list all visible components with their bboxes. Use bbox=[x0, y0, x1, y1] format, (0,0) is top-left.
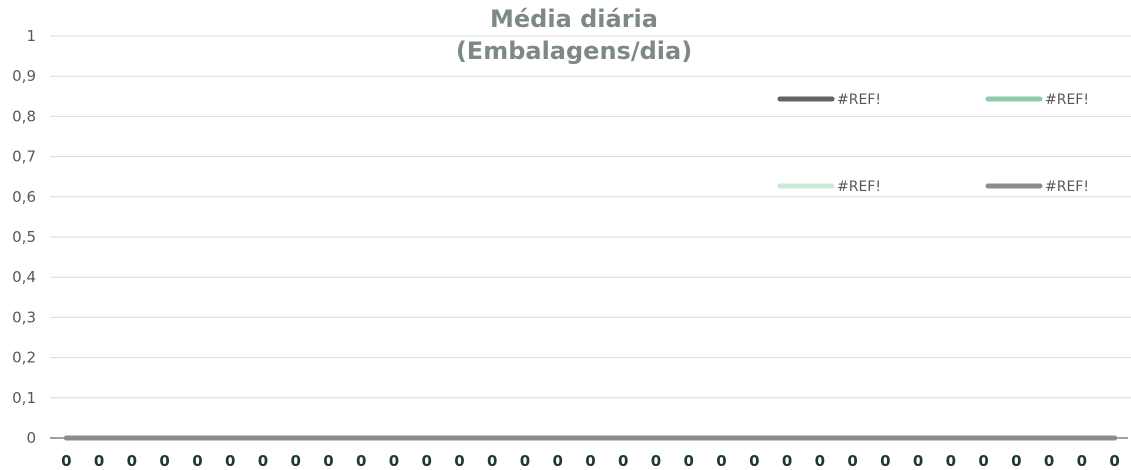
y-tick-label: 0,7 bbox=[12, 148, 36, 166]
x-tick-label: 0 bbox=[815, 452, 825, 470]
x-tick-label: 0 bbox=[454, 452, 464, 470]
legend-label: #REF! bbox=[1045, 179, 1089, 195]
x-tick-label: 0 bbox=[585, 452, 595, 470]
y-tick-label: 1 bbox=[26, 27, 36, 45]
y-tick-label: 0,2 bbox=[12, 349, 36, 367]
y-tick-label: 0,4 bbox=[12, 268, 36, 286]
x-tick-label: 0 bbox=[913, 452, 923, 470]
x-axis-ticks: 0 0 0 0 0 0 0 0 0 0 0 0 0 0 0 0 0 0 0 0 0 0 0 0 0 0 0 0 0 0 0 0 0 bbox=[61, 452, 1120, 470]
x-tick-label: 0 bbox=[225, 452, 235, 470]
legend-item: #REF! bbox=[777, 92, 881, 108]
y-tick-label: 0,3 bbox=[12, 308, 36, 326]
x-tick-label: 0 bbox=[1011, 452, 1021, 470]
x-tick-label: 0 bbox=[782, 452, 792, 470]
x-tick-label: 0 bbox=[520, 452, 530, 470]
x-tick-label: 0 bbox=[716, 452, 726, 470]
x-tick-label: 0 bbox=[487, 452, 497, 470]
x-tick-label: 0 bbox=[323, 452, 333, 470]
x-tick-label: 0 bbox=[684, 452, 694, 470]
x-tick-label: 0 bbox=[946, 452, 956, 470]
y-tick-label: 0,9 bbox=[12, 67, 36, 85]
x-tick-label: 0 bbox=[421, 452, 431, 470]
y-tick-label: 0 bbox=[26, 429, 36, 447]
x-tick-label: 0 bbox=[389, 452, 399, 470]
x-tick-label: 0 bbox=[749, 452, 759, 470]
x-tick-label: 0 bbox=[61, 452, 71, 470]
chart-title-line-2: (Embalagens/dia) bbox=[456, 37, 692, 65]
x-tick-label: 0 bbox=[290, 452, 300, 470]
x-tick-label: 0 bbox=[553, 452, 563, 470]
legend-label: #REF! bbox=[837, 92, 881, 108]
x-tick-label: 0 bbox=[159, 452, 169, 470]
legend-item: #REF! bbox=[985, 92, 1089, 108]
x-tick-label: 0 bbox=[978, 452, 988, 470]
y-tick-label: 0,5 bbox=[12, 228, 36, 246]
x-tick-label: 0 bbox=[847, 452, 857, 470]
y-tick-label: 0,6 bbox=[12, 188, 36, 206]
legend-item: #REF! bbox=[777, 179, 881, 195]
x-tick-label: 0 bbox=[1044, 452, 1054, 470]
x-tick-label: 0 bbox=[880, 452, 890, 470]
x-tick-label: 0 bbox=[1109, 452, 1119, 470]
x-tick-label: 0 bbox=[127, 452, 137, 470]
y-axis-ticks: 0 0,1 0,2 0,3 0,4 0,5 0,6 0,7 0,8 0,9 1 bbox=[12, 27, 36, 447]
x-tick-label: 0 bbox=[356, 452, 366, 470]
x-tick-label: 0 bbox=[618, 452, 628, 470]
x-tick-label: 0 bbox=[1077, 452, 1087, 470]
x-tick-label: 0 bbox=[192, 452, 202, 470]
gridlines bbox=[50, 35, 1131, 399]
legend-label: #REF! bbox=[1045, 92, 1089, 108]
chart-title-line-1: Média diária bbox=[490, 5, 658, 33]
y-tick-label: 0,1 bbox=[12, 389, 36, 407]
x-tick-label: 0 bbox=[94, 452, 104, 470]
legend: #REF! #REF! #REF! #REF! bbox=[777, 92, 1089, 195]
x-tick-label: 0 bbox=[258, 452, 268, 470]
y-tick-label: 0,8 bbox=[12, 107, 36, 125]
legend-label: #REF! bbox=[837, 179, 881, 195]
x-tick-label: 0 bbox=[651, 452, 661, 470]
legend-item: #REF! bbox=[985, 179, 1089, 195]
